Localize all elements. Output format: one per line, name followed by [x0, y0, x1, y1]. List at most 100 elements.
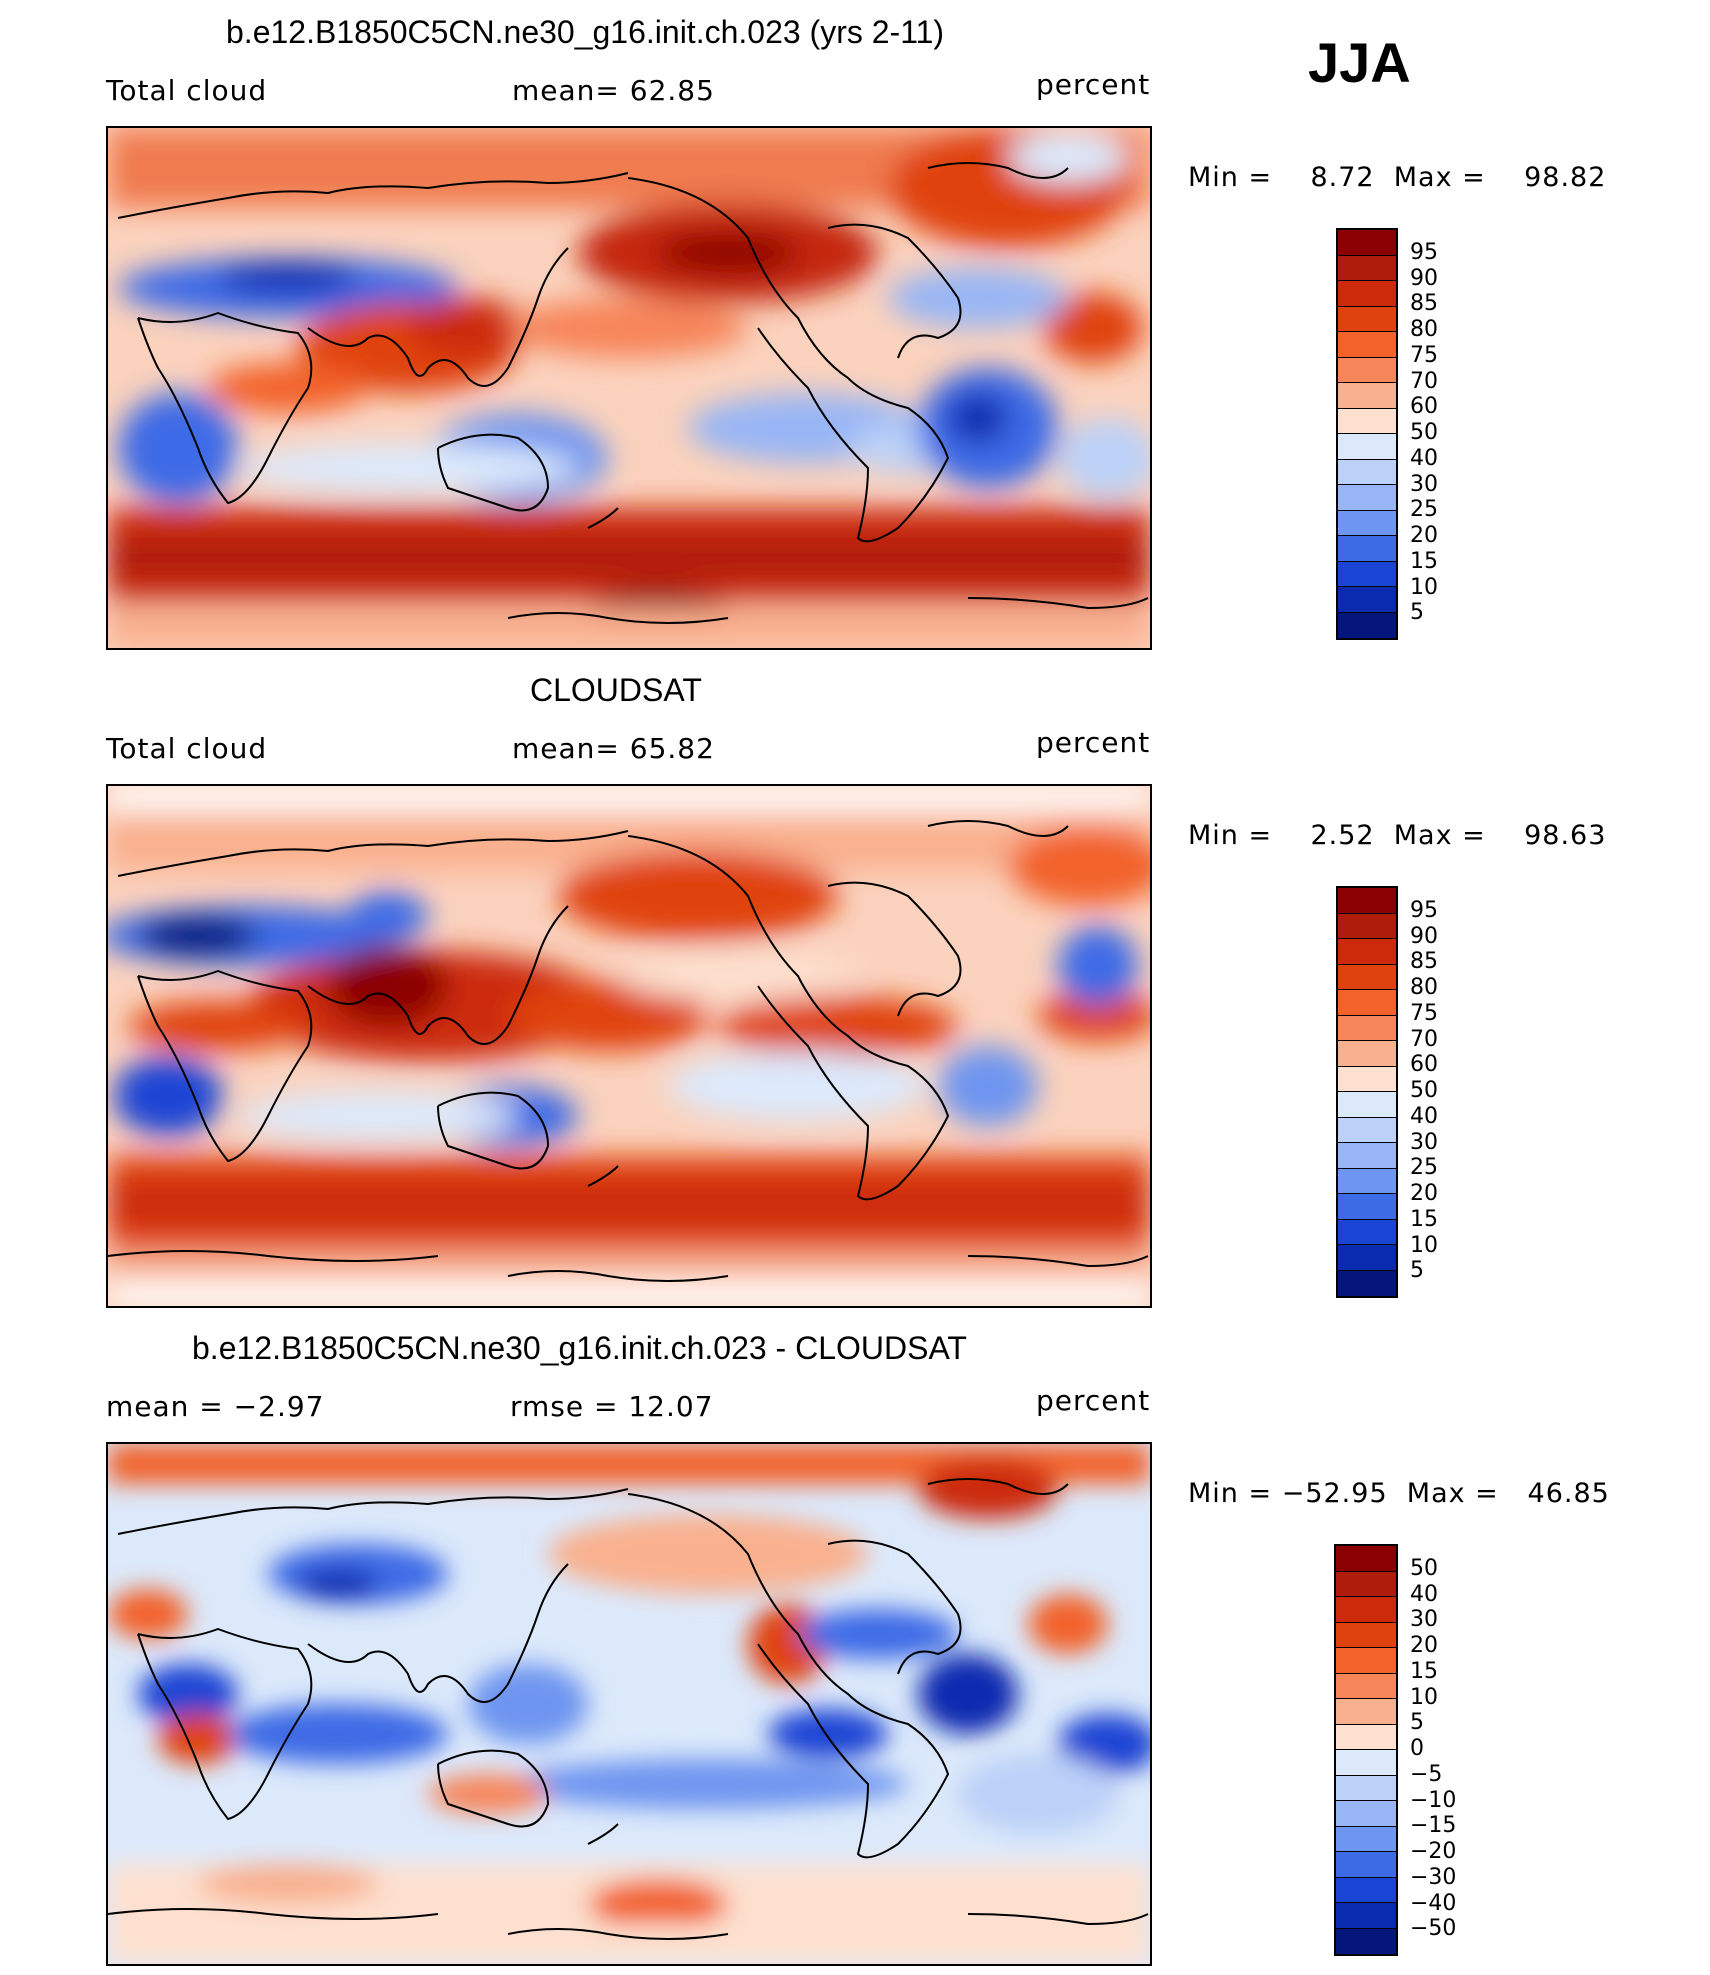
colorbar-swatch [1338, 536, 1396, 562]
panel-title: b.e12.B1850C5CN.ne30_g16.init.ch.023 - C… [192, 1330, 967, 1366]
colorbar-tick-label: 40 [1410, 445, 1438, 471]
colorbar-swatch [1338, 888, 1396, 914]
colorbar-swatch [1336, 1673, 1396, 1699]
colorbar-swatch [1338, 561, 1396, 587]
colorbar-swatch [1336, 1750, 1396, 1776]
colorbar-tick-label: 50 [1410, 420, 1438, 445]
colorbar-swatch [1336, 1928, 1396, 1954]
colorbar-swatch [1338, 913, 1396, 939]
colorbar-swatches [1334, 1544, 1398, 1956]
colorbar-swatch [1338, 612, 1396, 638]
units-label: percent [1036, 726, 1151, 759]
colorbar-swatch [1336, 1571, 1396, 1597]
colorbar-swatch [1338, 408, 1396, 434]
colorbar-swatch [1336, 1597, 1396, 1623]
colorbar-swatch [1336, 1852, 1396, 1878]
colorbar-swatch [1338, 1270, 1396, 1296]
colorbar-swatch [1338, 1092, 1396, 1118]
colorbar-tick-label: 30 [1410, 471, 1438, 497]
colorbar-tick-label: 5 [1410, 1258, 1424, 1284]
colorbar-tick-label: 90 [1410, 265, 1438, 291]
colorbar-tick-label: 10 [1410, 1684, 1438, 1710]
coastlines [108, 1478, 1149, 1940]
colorbar-swatch [1338, 1015, 1396, 1041]
colorbar-swatch [1338, 332, 1396, 358]
colorbar-swatch [1336, 1724, 1396, 1750]
colorbar-tick-label: 10 [1410, 1232, 1438, 1258]
colorbar-swatch [1338, 990, 1396, 1016]
panel-title: b.e12.B1850C5CN.ne30_g16.init.ch.023 (yr… [226, 14, 945, 50]
colorbar-tick-label: 15 [1410, 1658, 1438, 1684]
colorbar-swatch [1338, 1168, 1396, 1194]
colorbar-swatch [1338, 1117, 1396, 1143]
colorbar-tick-label: 90 [1410, 923, 1438, 949]
colorbar-tick-label: 85 [1410, 949, 1438, 975]
colorbar-tick-label: 10 [1410, 574, 1438, 600]
colorbar-swatch [1338, 459, 1396, 485]
colorbar: 50 40 30 20 15 10 5 0 −5 −10 −15 −20 −30 −40 −50 [1334, 1544, 1534, 1956]
colorbar: 95 90 85 80 75 70 60 50 40 30 25 20 15 10 5 [1336, 886, 1536, 1298]
colorbar-swatch [1338, 587, 1396, 613]
colorbar-tick-label: 30 [1410, 1129, 1438, 1155]
colorbar-swatch [1338, 1194, 1396, 1220]
map-field [108, 786, 1150, 1306]
minmax-label: Min = −52.95 Max = 46.85 [1188, 1478, 1610, 1509]
colorbar-tick-label: 20 [1410, 523, 1438, 548]
map-difference [106, 1442, 1152, 1966]
colorbar-swatch [1336, 1801, 1396, 1827]
minmax-label: Min = 8.72 Max = 98.82 [1188, 162, 1607, 193]
colorbar-tick-label: 40 [1410, 1581, 1438, 1607]
map-cloudsat-total-cloud [106, 784, 1152, 1308]
colorbar-swatch [1338, 1219, 1396, 1245]
colorbar-tick-label: 15 [1410, 1206, 1438, 1232]
colorbar-tick-label: −50 [1410, 1916, 1457, 1942]
colorbar-tick-label: 75 [1410, 1000, 1438, 1026]
coastlines [117, 162, 1149, 624]
colorbar-tick-label: 80 [1410, 975, 1438, 1000]
colorbar-tick-label: 85 [1410, 291, 1438, 317]
colorbar-swatch [1336, 1699, 1396, 1725]
colorbar-tick-label: 15 [1410, 548, 1438, 574]
colorbar-swatch [1336, 1546, 1396, 1572]
colorbar-swatch [1338, 383, 1396, 409]
colorbar-swatch [1338, 306, 1396, 332]
colorbar-swatch [1336, 1648, 1396, 1674]
colorbar-swatch [1338, 357, 1396, 383]
colorbar-tick-label: 30 [1410, 1607, 1438, 1633]
colorbar-tick-label: −20 [1410, 1839, 1457, 1864]
mean-label: mean = −2.97 [106, 1390, 325, 1423]
colorbar-swatch [1336, 1775, 1396, 1801]
colorbar-swatch [1338, 281, 1396, 307]
colorbar-swatch [1338, 1245, 1396, 1271]
colorbar-swatch [1338, 434, 1396, 460]
colorbar-tick-label: 50 [1410, 1555, 1438, 1581]
colorbar-tick-label: 95 [1410, 897, 1438, 923]
colorbar-swatch [1338, 255, 1396, 281]
map-field [108, 128, 1150, 648]
map-model-total-cloud [106, 126, 1152, 650]
colorbar-tick-label: 5 [1410, 1710, 1424, 1736]
colorbar-tick-label: 25 [1410, 497, 1438, 523]
colorbar-swatch [1336, 1903, 1396, 1929]
colorbar-tick-label: 5 [1410, 600, 1424, 626]
colorbar-tick-label: 0 [1410, 1736, 1424, 1761]
colorbar-swatches [1336, 228, 1398, 640]
colorbar-swatch [1338, 1143, 1396, 1169]
colorbar-swatch [1338, 1066, 1396, 1092]
colorbar-swatch [1336, 1622, 1396, 1648]
colorbar: 95 90 85 80 75 70 60 50 40 30 25 20 15 10 5 [1336, 228, 1536, 640]
colorbar-tick-label: 80 [1410, 317, 1438, 342]
variable-label: Total cloud [106, 732, 268, 765]
colorbar-tick-label: −5 [1410, 1761, 1443, 1787]
colorbar-tick-label: 60 [1410, 1052, 1438, 1078]
colorbar-tick-label: 20 [1410, 1181, 1438, 1206]
variable-label: Total cloud [106, 74, 268, 107]
units-label: percent [1036, 1384, 1151, 1417]
minmax-label: Min = 2.52 Max = 98.63 [1188, 820, 1607, 851]
colorbar-tick-label: 50 [1410, 1078, 1438, 1103]
colorbar-tick-label: 75 [1410, 342, 1438, 368]
rmse-label: rmse = 12.07 [510, 1390, 714, 1423]
colorbar-tick-label: −40 [1410, 1890, 1457, 1916]
colorbar-tick-label: 70 [1410, 368, 1438, 394]
colorbar-swatch [1338, 485, 1396, 511]
